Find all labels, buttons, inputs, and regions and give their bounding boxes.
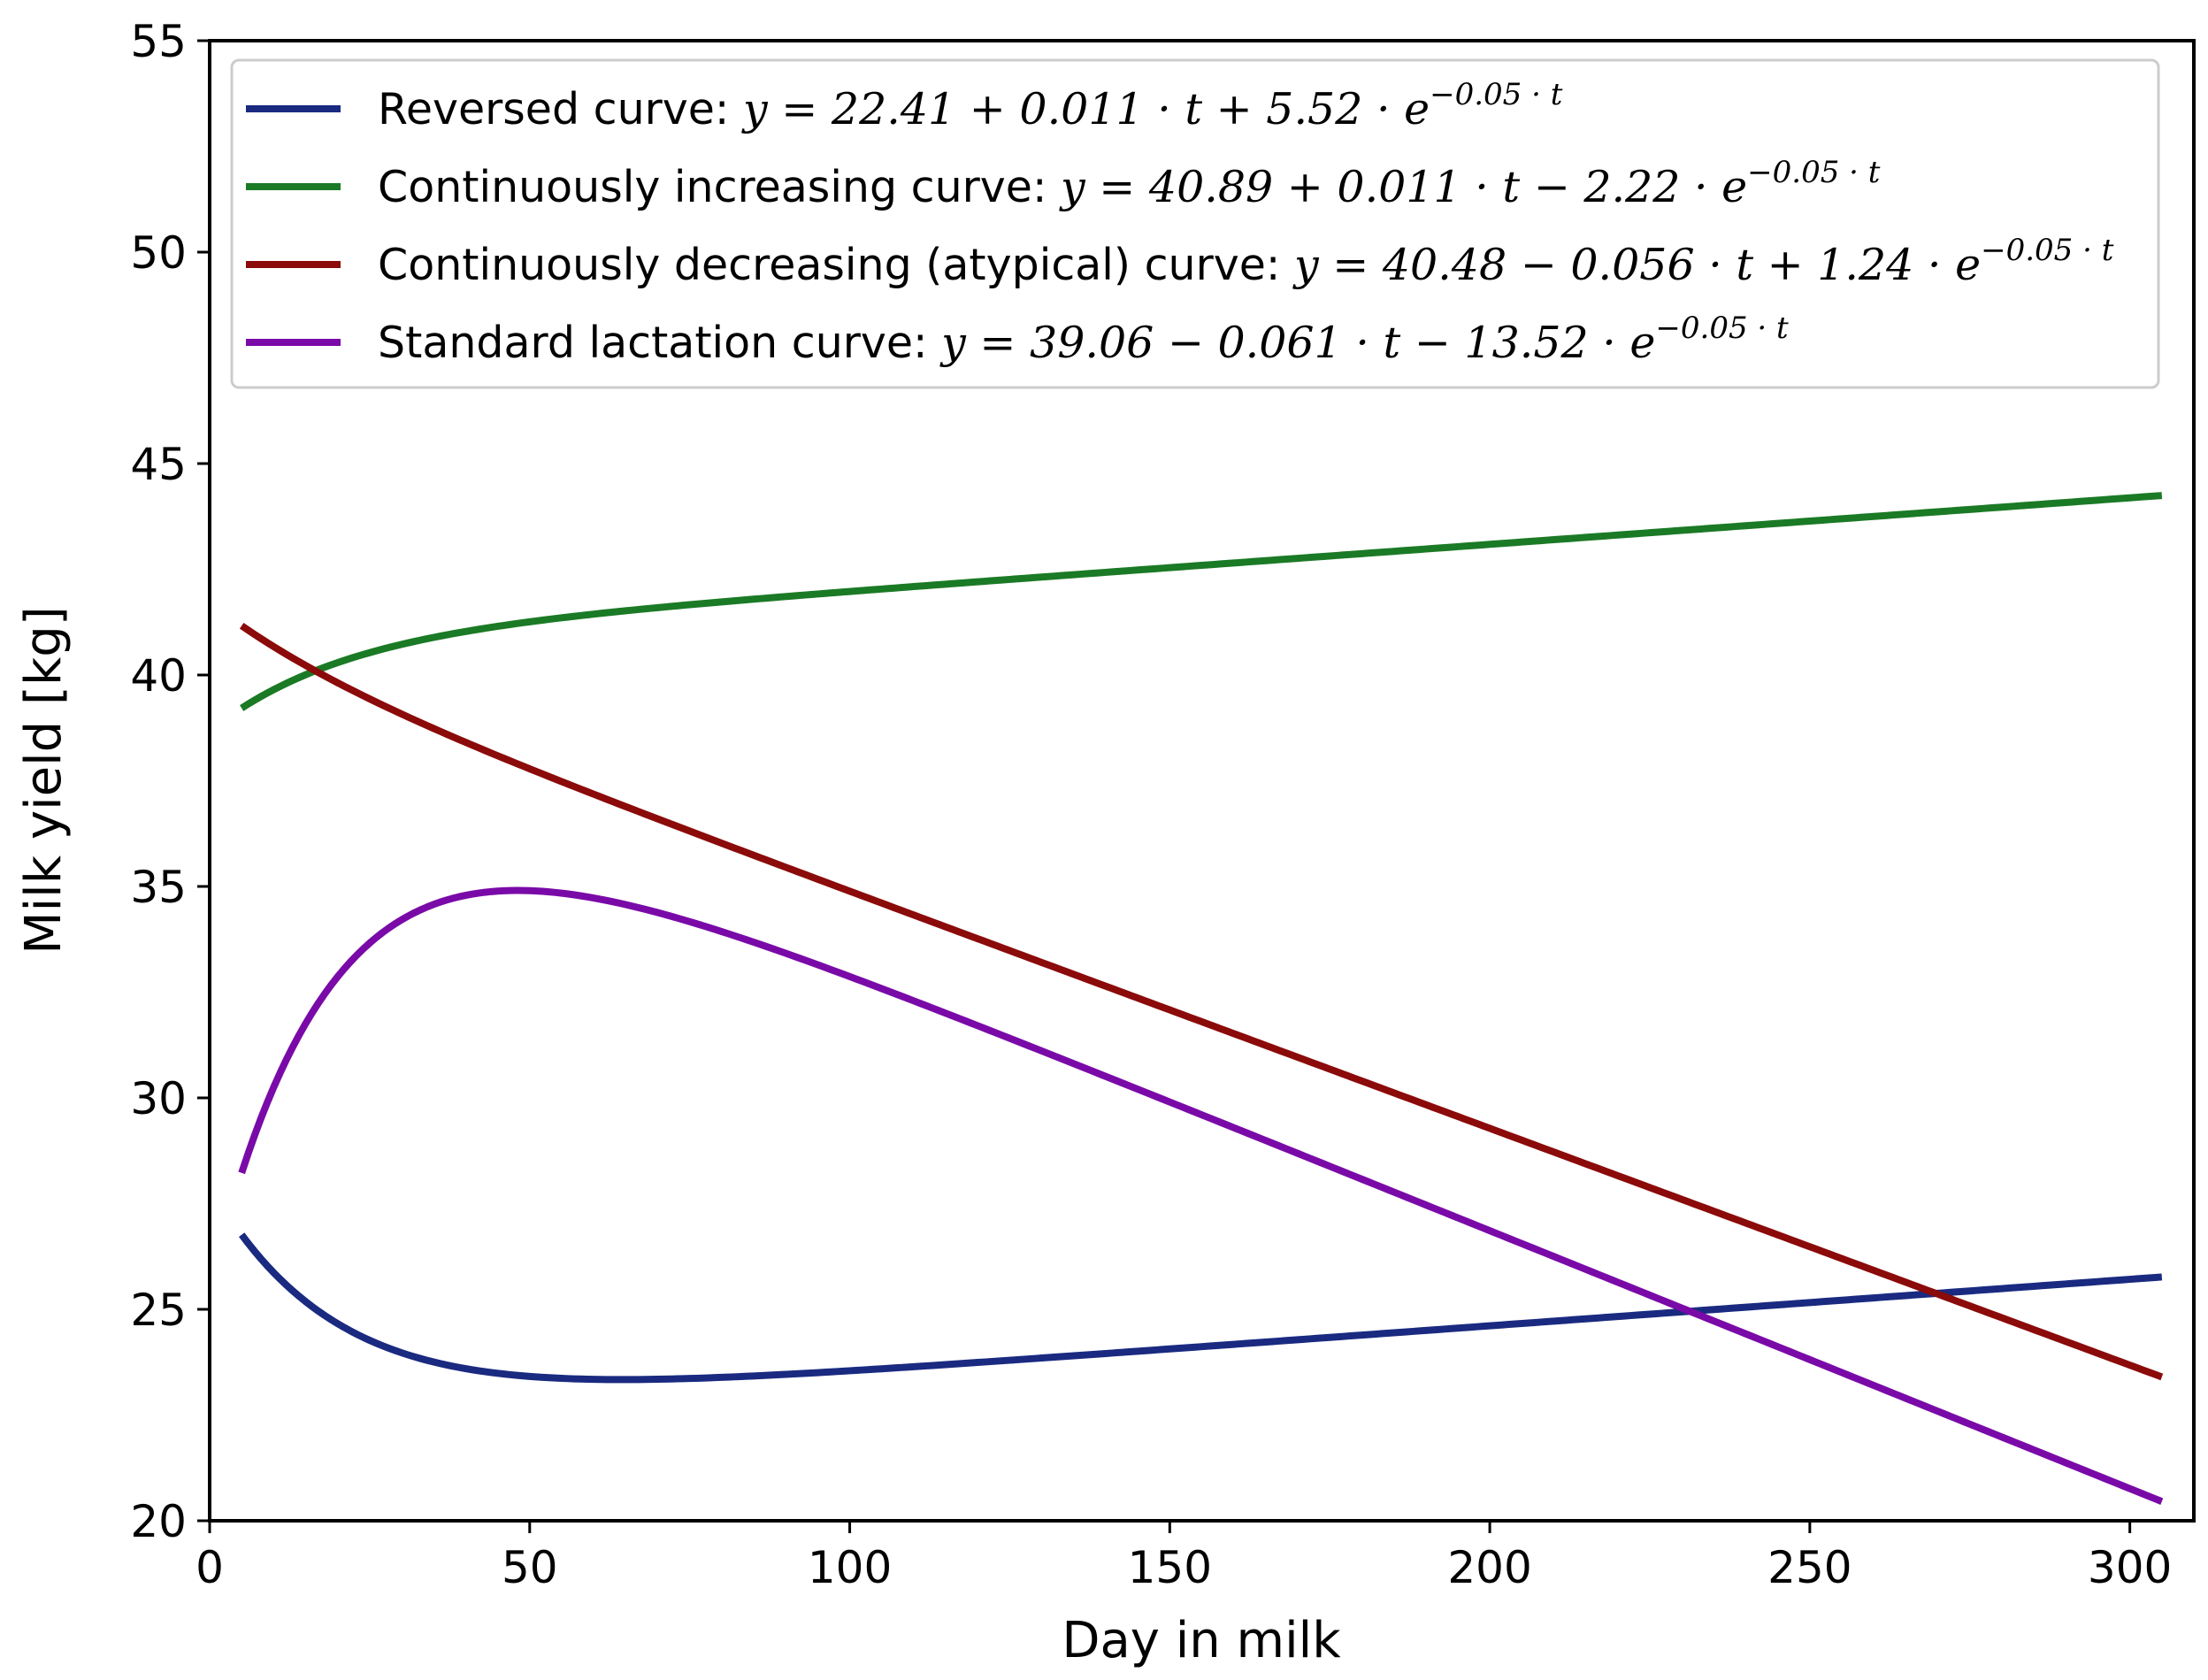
x-tick-label-0: 0 [196,1542,224,1593]
x-tick-label-5: 250 [1767,1542,1852,1593]
x-tick-label-1: 50 [502,1542,558,1593]
legend-entry-1: Continuously increasing curve: y = 40.89… [378,155,1881,212]
legend-entry-0: Reversed curve: y = 22.41 + 0.011 · t + … [378,77,1563,134]
x-axis-label: Day in milk [1062,1612,1341,1669]
legend-entry-3: Standard lactation curve: y = 39.06 − 0.… [378,311,1789,368]
y-tick-label-0: 20 [130,1496,187,1547]
series-layer [238,492,2164,1505]
y-tick-label-5: 45 [130,439,187,490]
series-line-0 [238,1232,2163,1384]
y-tick-label-3: 35 [130,862,187,913]
y-tick-label-1: 25 [130,1285,187,1336]
x-tick-label-2: 100 [808,1542,892,1593]
series-line-2 [239,622,2164,1381]
y-tick-label-4: 40 [130,650,187,702]
x-tick-label-6: 300 [2088,1542,2172,1593]
x-tick-label-3: 150 [1128,1542,1212,1593]
y-tick-label-7: 55 [130,16,187,67]
y-tick-label-6: 50 [130,227,187,279]
legend-items: Reversed curve: y = 22.41 + 0.011 · t + … [246,77,2114,368]
x-tick-label-4: 200 [1447,1542,1531,1593]
y-axis-label: Milk yield [kg] [15,606,73,954]
x-axis-ticks: 0 50 100 150 200 250 300 [196,1521,2172,1593]
series-line-3 [238,886,2164,1505]
legend-box [230,58,2160,389]
legend-entry-2: Continuously decreasing (atypical) curve… [378,233,2114,290]
y-tick-label-2: 30 [130,1073,187,1124]
legend: Reversed curve: y = 22.41 + 0.011 · t + … [230,58,2160,389]
series-line-1 [240,492,2163,711]
plot-area-frame [208,39,2196,1523]
y-axis-ticks: 20 25 30 35 40 45 50 55 [130,16,210,1547]
